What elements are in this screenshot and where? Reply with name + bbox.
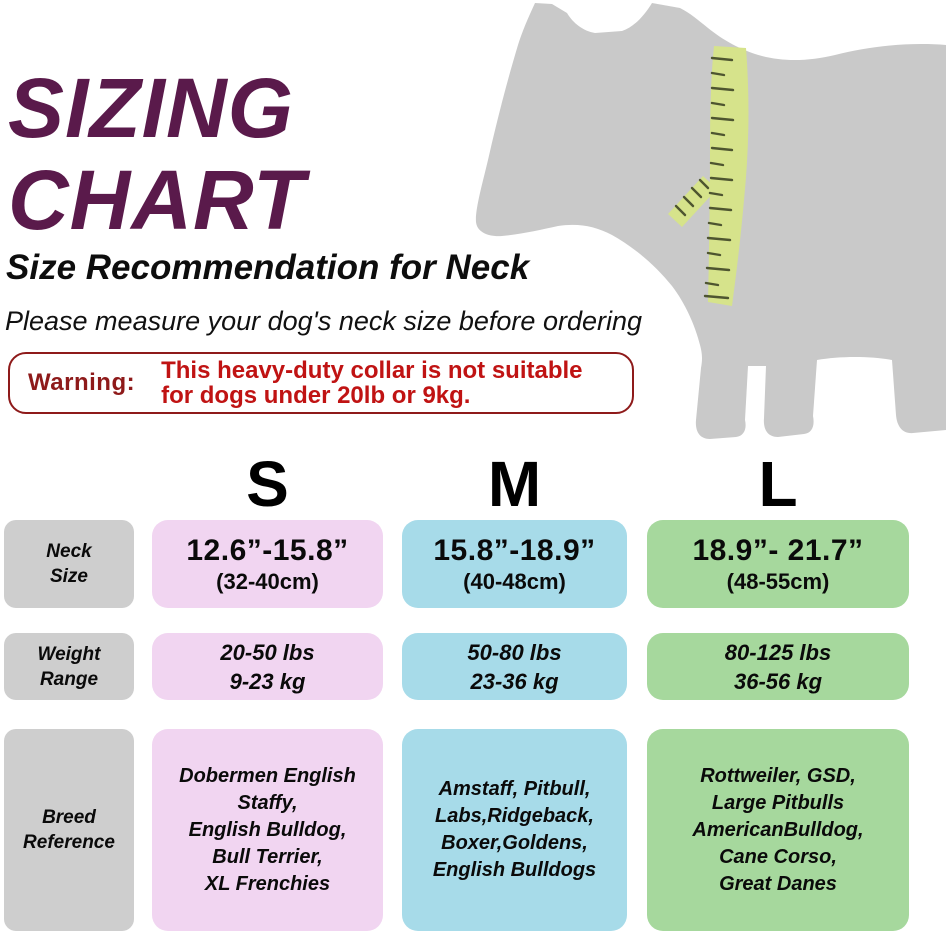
warning-text: This heavy-duty collar is not suitable f…: [161, 358, 582, 408]
cell-breeds-l: Rottweiler, GSD, Large Pitbulls American…: [647, 729, 909, 931]
weight-lbs-s: 20-50 lbs: [220, 639, 315, 665]
neck-cm-m: (40-48cm): [463, 569, 566, 594]
cell-neck-size-m: 15.8”-18.9” (40-48cm): [402, 520, 627, 608]
warning-label: Warning:: [28, 369, 136, 396]
row-label-neck-size: Neck Size: [4, 520, 134, 608]
measuring-tape: [668, 46, 749, 306]
measure-note: Please measure your dog's neck size befo…: [5, 306, 643, 336]
column-header-m: M: [487, 448, 542, 520]
cell-weight-l: 80-125 lbs 36-56 kg: [647, 633, 909, 700]
weight-kg-s: 9-23 kg: [229, 668, 306, 694]
row-label-breed-reference: Breed Reference: [4, 729, 134, 931]
neck-cm-s: (32-40cm): [216, 569, 319, 594]
neck-inches-m: 15.8”-18.9”: [433, 534, 596, 567]
warning-box: Warning: This heavy-duty collar is not s…: [8, 352, 634, 414]
neck-cm-l: (48-55cm): [726, 569, 830, 594]
dog-silhouette: [475, 3, 946, 439]
row-label-weight-range: Weight Range: [4, 633, 134, 700]
neck-inches-s: 12.6”-15.8”: [186, 534, 349, 567]
title-line-1: SIZING: [8, 61, 295, 155]
cell-weight-s: 20-50 lbs 9-23 kg: [152, 633, 383, 700]
weight-lbs-l: 80-125 lbs: [724, 639, 832, 665]
cell-weight-m: 50-80 lbs 23-36 kg: [402, 633, 627, 700]
cell-breeds-s: Dobermen English Staffy, English Bulldog…: [152, 729, 383, 931]
cell-neck-size-l: 18.9”- 21.7” (48-55cm): [647, 520, 909, 608]
cell-neck-size-s: 12.6”-15.8” (32-40cm): [152, 520, 383, 608]
weight-kg-l: 36-56 kg: [733, 668, 823, 694]
warning-text-line-2: for dogs under 20lb or 9kg.: [161, 382, 471, 409]
page-title: SIZING CHART: [8, 62, 305, 246]
weight-lbs-m: 50-80 lbs: [467, 639, 562, 665]
subtitle: Size Recommendation for Neck: [6, 248, 530, 287]
weight-kg-m: 23-36 kg: [470, 668, 559, 694]
column-header-l: L: [758, 448, 798, 520]
tape-tick-marks: [674, 56, 735, 300]
warning-text-line-1: This heavy-duty collar is not suitable: [161, 357, 583, 384]
cell-breeds-m: Amstaff, Pitbull, Labs,Ridgeback, Boxer,…: [402, 729, 627, 931]
column-header-s: S: [246, 448, 289, 520]
neck-inches-l: 18.9”- 21.7”: [692, 534, 864, 567]
title-line-2: CHART: [8, 153, 306, 247]
